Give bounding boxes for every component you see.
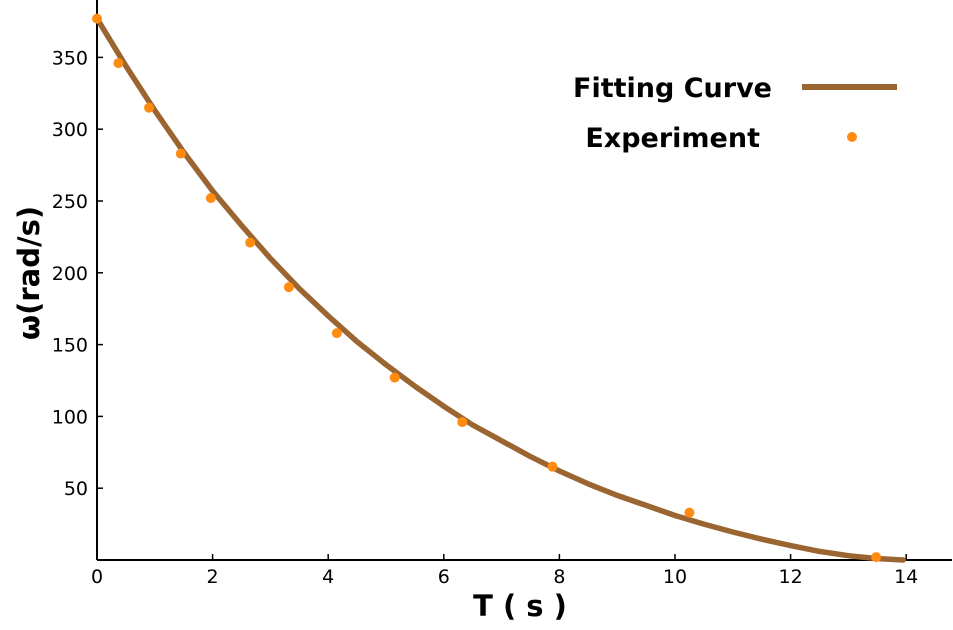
legend: Fitting Curve Experiment [573, 73, 897, 154]
fitting-curve-line [94, 15, 907, 563]
experiment-point [205, 193, 216, 204]
x-tick-label: 4 [322, 566, 334, 588]
experiment-point [144, 102, 155, 113]
experiment-point [684, 507, 695, 518]
x-tick-label: 8 [553, 566, 565, 588]
experiment-point [331, 328, 342, 339]
y-tick-label: 150 [52, 335, 88, 357]
experiment-point [389, 372, 400, 383]
legend-swatch-experiment [847, 132, 857, 142]
y-tick-label: 100 [52, 406, 88, 428]
x-tick-label: 12 [779, 566, 803, 588]
experiment-point [245, 237, 256, 248]
legend-label-experiment: Experiment [585, 123, 760, 154]
experiment-point [457, 417, 468, 428]
x-tick-label: 6 [438, 566, 450, 588]
legend-label-fitting-curve: Fitting Curve [573, 73, 772, 104]
experiment-point [871, 552, 882, 563]
y-tick-label: 250 [52, 191, 88, 213]
x-ticks: 0 2 4 6 8 10 12 14 [91, 554, 918, 588]
experiment-point [92, 13, 102, 24]
experiment-point [175, 148, 186, 159]
x-tick-label: 14 [894, 566, 918, 588]
y-tick-label: 350 [52, 47, 88, 69]
y-ticks: 50 100 150 200 250 300 350 [52, 47, 103, 500]
x-tick-label: 2 [207, 566, 219, 588]
y-axis-title: ω(rad/s) [12, 206, 46, 340]
x-tick-label: 10 [663, 566, 687, 588]
experiment-point [113, 58, 124, 69]
axes: 0 2 4 6 8 10 12 14 50 100 150 200 250 300 350 [52, 0, 952, 588]
y-tick-label: 300 [52, 119, 88, 141]
experiment-point [547, 461, 558, 472]
x-axis-title: T ( s ) [473, 589, 567, 623]
experiment-points [92, 13, 882, 563]
x-tick-label: 0 [91, 566, 103, 588]
experiment-point [283, 282, 294, 293]
plot-area [92, 13, 907, 563]
y-tick-label: 50 [64, 478, 88, 500]
y-tick-label: 200 [52, 263, 88, 285]
